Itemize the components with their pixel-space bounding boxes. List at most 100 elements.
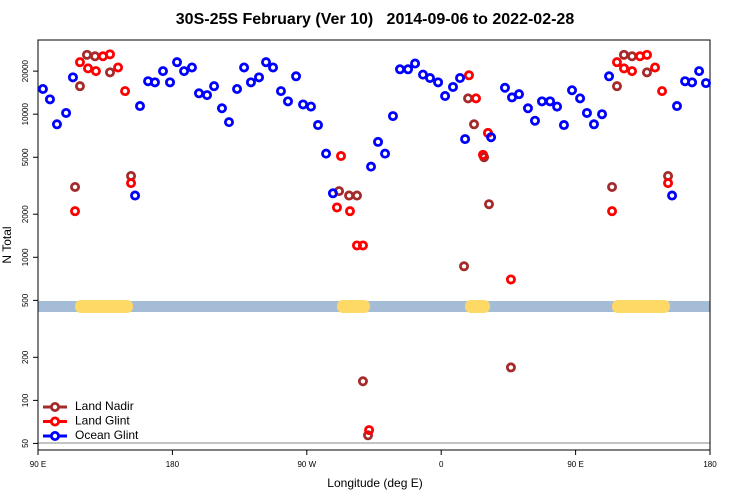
point bbox=[499, 82, 510, 93]
point bbox=[380, 148, 391, 159]
point bbox=[663, 178, 674, 189]
point bbox=[193, 88, 204, 99]
point bbox=[641, 67, 652, 78]
point bbox=[671, 101, 682, 112]
point bbox=[604, 71, 615, 82]
point bbox=[567, 85, 578, 96]
point bbox=[463, 93, 474, 104]
land-strip bbox=[612, 300, 670, 313]
point bbox=[37, 83, 48, 94]
point bbox=[268, 62, 279, 73]
point bbox=[239, 62, 250, 73]
point bbox=[545, 96, 556, 107]
y-tick-label: 500 bbox=[21, 293, 30, 307]
point bbox=[61, 107, 72, 118]
point bbox=[581, 107, 592, 118]
land-ocean-strip bbox=[38, 300, 710, 313]
y-tick-label: 200 bbox=[21, 350, 30, 364]
point bbox=[410, 58, 421, 69]
legend-marker bbox=[50, 430, 61, 441]
point bbox=[700, 78, 711, 89]
point bbox=[223, 117, 234, 128]
point bbox=[537, 96, 548, 107]
point bbox=[282, 96, 293, 107]
point bbox=[70, 181, 81, 192]
point bbox=[216, 103, 227, 114]
point bbox=[403, 64, 414, 75]
point bbox=[70, 206, 81, 217]
x-tick-label: 90 E bbox=[567, 460, 583, 469]
land-strip bbox=[75, 300, 133, 313]
y-axis-label: N Total bbox=[0, 226, 14, 263]
point bbox=[321, 148, 332, 159]
point bbox=[607, 206, 618, 217]
point bbox=[364, 425, 375, 436]
point bbox=[529, 115, 540, 126]
point bbox=[157, 66, 168, 77]
point bbox=[149, 77, 160, 88]
point bbox=[104, 67, 115, 78]
point bbox=[83, 63, 94, 74]
point bbox=[312, 120, 323, 131]
y-tick-label: 20000 bbox=[21, 59, 30, 82]
point bbox=[470, 93, 481, 104]
y-tick-label: 100 bbox=[21, 393, 30, 407]
point bbox=[373, 136, 384, 147]
point bbox=[618, 49, 629, 60]
x-tick-label: 90 W bbox=[297, 460, 316, 469]
x-axis-label: Longitude (deg E) bbox=[327, 476, 422, 490]
point bbox=[51, 119, 62, 130]
point bbox=[261, 57, 272, 68]
point bbox=[522, 103, 533, 114]
point bbox=[687, 77, 698, 88]
point bbox=[478, 149, 489, 160]
point bbox=[305, 101, 316, 112]
point bbox=[298, 99, 309, 110]
point bbox=[275, 86, 286, 97]
legend-label: Ocean Glint bbox=[75, 428, 139, 442]
point bbox=[483, 199, 494, 210]
point bbox=[440, 91, 451, 102]
point bbox=[366, 161, 377, 172]
point bbox=[552, 101, 563, 112]
point bbox=[120, 86, 131, 97]
point bbox=[433, 77, 444, 88]
point bbox=[44, 94, 55, 105]
point bbox=[74, 81, 85, 92]
point bbox=[447, 81, 458, 92]
point bbox=[459, 261, 470, 272]
point bbox=[588, 119, 599, 130]
point bbox=[331, 202, 342, 213]
x-tick-label: 90 E bbox=[30, 460, 46, 469]
point bbox=[130, 190, 141, 201]
point bbox=[667, 190, 678, 201]
point bbox=[627, 51, 638, 62]
point bbox=[641, 49, 652, 60]
point bbox=[387, 111, 398, 122]
point bbox=[357, 240, 368, 251]
point bbox=[186, 62, 197, 73]
y-tick-label: 5000 bbox=[21, 148, 30, 166]
point bbox=[291, 71, 302, 82]
legend-label: Land Nadir bbox=[75, 399, 134, 413]
point bbox=[469, 119, 480, 130]
point bbox=[104, 49, 115, 60]
point bbox=[424, 73, 435, 84]
y-tick-label: 10000 bbox=[21, 103, 30, 126]
point bbox=[113, 62, 124, 73]
legend-marker bbox=[50, 416, 61, 427]
point bbox=[657, 86, 668, 97]
point bbox=[90, 66, 101, 77]
x-tick-label: 180 bbox=[703, 460, 717, 469]
y-tick-label: 1000 bbox=[21, 248, 30, 266]
point bbox=[344, 190, 355, 201]
point bbox=[232, 83, 243, 94]
point bbox=[575, 93, 586, 104]
point bbox=[558, 120, 569, 131]
point bbox=[245, 77, 256, 88]
x-tick-label: 180 bbox=[166, 460, 180, 469]
point bbox=[90, 51, 101, 62]
point bbox=[597, 109, 608, 120]
y-tick-label: 2000 bbox=[21, 205, 30, 223]
point bbox=[81, 49, 92, 60]
